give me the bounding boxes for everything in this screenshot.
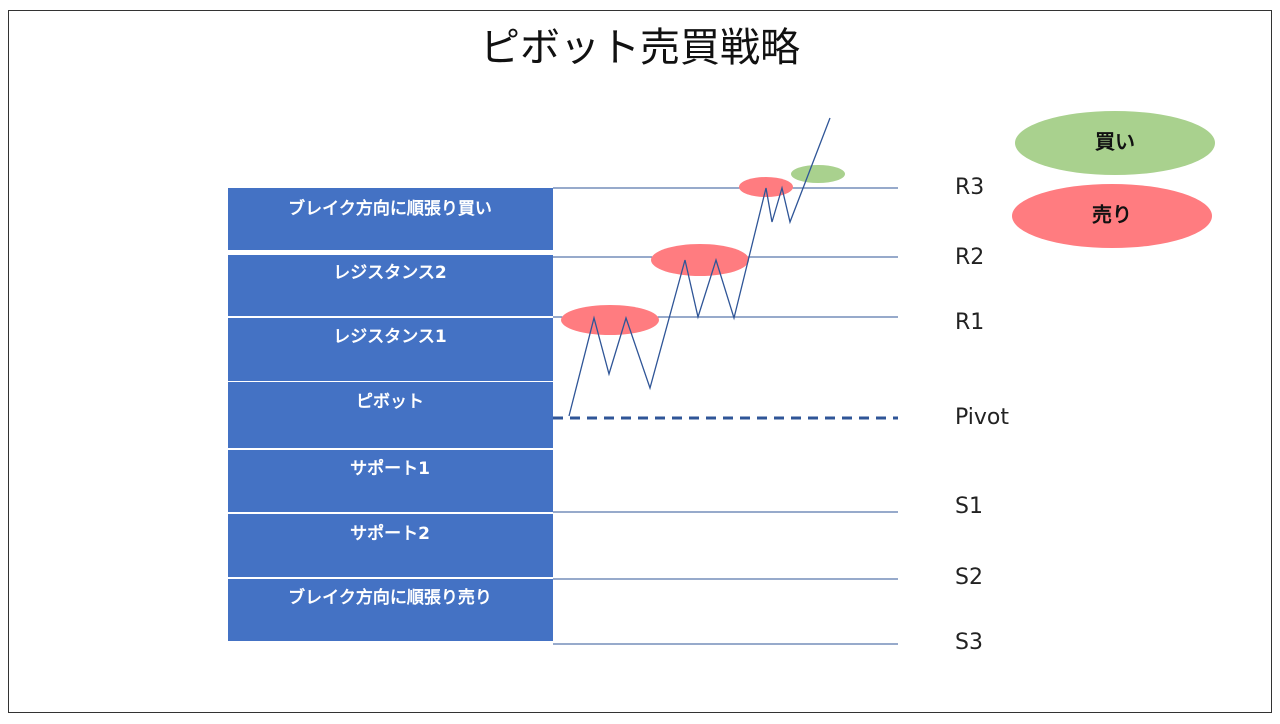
zone-label: レジスタンス2 xyxy=(333,263,447,283)
zone-box xyxy=(228,318,553,381)
level-label: R3 xyxy=(955,175,984,200)
legend-buy-label: 買い xyxy=(1095,130,1135,154)
zone-label: ブレイク方向に順張り売り xyxy=(288,587,492,608)
zone-label: ブレイク方向に順張り買い xyxy=(288,198,492,219)
legend-buy xyxy=(1015,111,1215,175)
sell-zone xyxy=(561,305,659,335)
zone-box xyxy=(228,255,553,316)
level-label: S1 xyxy=(955,494,983,519)
sell-zone xyxy=(651,244,749,276)
level-label: R1 xyxy=(955,310,984,335)
level-label: R2 xyxy=(955,245,984,270)
level-label: S3 xyxy=(955,630,983,655)
zone-label: サポート2 xyxy=(350,523,430,544)
zone-label: サポート1 xyxy=(350,458,430,479)
zone-box xyxy=(228,382,553,448)
level-label: Pivot xyxy=(955,405,1009,430)
zone-box xyxy=(228,514,553,577)
buy-zone xyxy=(791,165,845,183)
level-label: S2 xyxy=(955,565,983,590)
zones xyxy=(228,188,553,641)
zone-label: ピボット xyxy=(356,392,424,412)
title: ピボット売買戦略 xyxy=(480,25,800,71)
legend-sell xyxy=(1012,184,1212,248)
legend-sell-label: 売り xyxy=(1092,203,1132,227)
zone-label: レジスタンス1 xyxy=(333,327,447,347)
zone-box xyxy=(228,579,553,641)
zone-box xyxy=(228,188,553,250)
zone-box xyxy=(228,450,553,512)
price-path xyxy=(568,117,831,417)
sell-zone xyxy=(739,177,793,197)
